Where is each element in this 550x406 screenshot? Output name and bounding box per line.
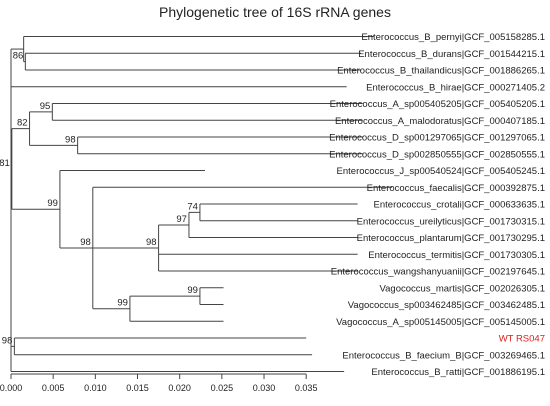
leaf-label: Enterococcus_B_pernyi|GCF_005158285.1 [361, 32, 545, 43]
leaf-label: Enterococcus_A_malodoratus|GCF_000407185… [335, 116, 545, 127]
leaf-label: Enterococcus_ureilyticus|GCF_001730315.1 [357, 216, 545, 227]
support-value: 97 [176, 214, 187, 225]
tree-leaf-labels: Enterococcus_B_pernyi|GCF_005158285.1 Ent… [329, 32, 545, 378]
axis-tick-label: 0.030 [253, 383, 276, 393]
axis-tick-label: 0.000 [0, 383, 22, 393]
leaf-label: Enterococcus_crotali|GCF_000633635.1 [374, 200, 545, 211]
support-value: 98 [80, 237, 91, 248]
leaf-label: Vagococcus_sp003462485|GCF_003462485.1 [348, 300, 545, 311]
leaf-label: Enterococcus_B_faecium_B|GCF_003269465.1 [342, 350, 545, 361]
axis-tick-label: 0.025 [211, 383, 234, 393]
support-value: 98 [146, 237, 157, 248]
distance-axis: 0.000 0.005 0.010 0.015 0.020 0.025 0.030 0.035 [0, 373, 318, 393]
support-value: 82 [17, 118, 28, 129]
support-value: 99 [47, 198, 58, 209]
axis-tick-label: 0.010 [84, 383, 107, 393]
leaf-label: Enterococcus_faecalis|GCF_000392875.1 [367, 183, 545, 194]
support-value: 86 [13, 51, 24, 62]
axis-tick-label: 0.020 [168, 383, 191, 393]
leaf-label: Enterococcus_D_sp001297065|GCF_001297065… [329, 133, 545, 144]
leaf-label: Vagococcus_A_sp005145005|GCF_005145005.1 [336, 317, 545, 328]
leaf-label: WT RS047 [499, 334, 545, 345]
support-value: 98 [65, 134, 76, 145]
leaf-label: Enterococcus_plantarum|GCF_001730295.1 [357, 233, 545, 244]
axis-tick-label: 0.015 [126, 383, 149, 393]
support-value: 99 [187, 285, 198, 296]
support-value: 99 [117, 298, 128, 309]
leaf-label: Enterococcus_B_hirae|GCF_000271405.2 [366, 82, 545, 93]
support-value: 95 [40, 101, 51, 112]
leaf-label: Enterococcus_D_sp002850555|GCF_002850555… [329, 149, 545, 160]
support-value: 98 [2, 335, 13, 346]
leaf-label: Enterococcus_B_ratti|GCF_001886195.1 [371, 367, 545, 378]
leaf-label: Enterococcus_B_durans|GCF_001544215.1 [358, 49, 545, 60]
leaf-label: Enterococcus_termitis|GCF_001730305.1 [368, 250, 545, 261]
axis-tick-label: 0.035 [295, 383, 318, 393]
support-value: 81 [0, 158, 10, 169]
leaf-label: Enterococcus_wangshanyuanii|GCF_00219764… [331, 267, 545, 278]
leaf-label: Enterococcus_J_sp00540524|GCF_005405245.… [337, 166, 545, 177]
leaf-label: Enterococcus_B_thailandicus|GCF_00188626… [337, 66, 545, 77]
tree-branches [10, 36, 393, 372]
leaf-label: Vagococcus_martis|GCF_002026305.1 [380, 283, 545, 294]
axis-tick-label: 0.005 [42, 383, 65, 393]
support-value: 74 [187, 201, 198, 212]
figure-title: Phylogenetic tree of 16S rRNA genes [159, 4, 391, 20]
leaf-label: Enterococcus_A_sp005405205|GCF_005405205… [330, 99, 545, 110]
